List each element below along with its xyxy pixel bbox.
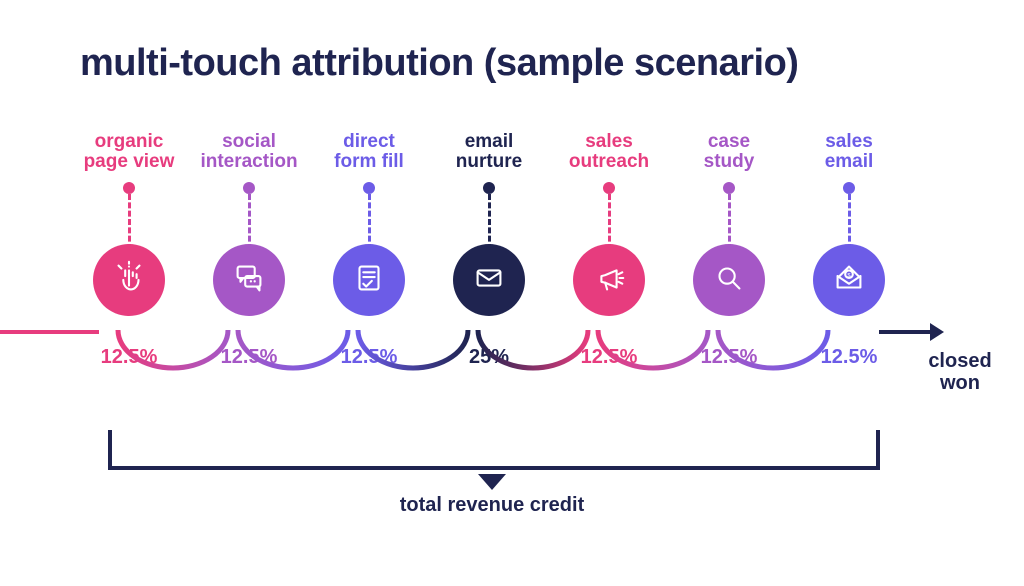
chat-icon (230, 259, 268, 302)
closed-won-label: closedwon (920, 350, 1000, 394)
touchpoint-stem (248, 194, 251, 250)
touchpoint-stem (488, 194, 491, 250)
form-icon (350, 259, 388, 302)
touchpoint-circle: $ (813, 244, 885, 316)
touchpoint-dot (483, 182, 495, 194)
touchpoint-label: organicpage view (70, 130, 188, 172)
touchpoint-stem (728, 194, 731, 250)
touchpoint-circle (93, 244, 165, 316)
revenue-bracket (108, 430, 880, 470)
money-envelope-icon: $ (830, 259, 868, 302)
touchpoint-dot (363, 182, 375, 194)
touchpoint-label: casestudy (670, 130, 788, 172)
revenue-bracket-notch (478, 474, 506, 490)
envelope-icon (470, 259, 508, 302)
touchpoint-stem (368, 194, 371, 250)
touchpoint-circle (213, 244, 285, 316)
touchpoint-label: salesemail (790, 130, 908, 172)
touchpoint-label: socialinteraction (190, 130, 308, 172)
touchpoint-stem (128, 194, 131, 250)
touchpoint-label: directform fill (310, 130, 428, 172)
touchpoint-dot (123, 182, 135, 194)
touchpoint-label: emailnurture (430, 130, 548, 172)
touchpoint-dot (843, 182, 855, 194)
touchpoint-dot (243, 182, 255, 194)
infographic-canvas: multi-touch attribution (sample scenario… (0, 0, 1024, 586)
touchpoint-dot (723, 182, 735, 194)
touchpoint-stem (608, 194, 611, 250)
magnifier-icon (710, 259, 748, 302)
pointer-icon (110, 259, 148, 302)
touchpoint-circle (693, 244, 765, 316)
touchpoint-circle (453, 244, 525, 316)
touchpoint-label: salesoutreach (550, 130, 668, 172)
touchpoint-stem (848, 194, 851, 250)
touchpoint-circle (333, 244, 405, 316)
total-revenue-label: total revenue credit (372, 494, 612, 517)
touchpoint-circle (573, 244, 645, 316)
touchpoint-dot (603, 182, 615, 194)
timeline-arrowhead (930, 323, 944, 341)
page-title: multi-touch attribution (sample scenario… (80, 42, 798, 85)
megaphone-icon (590, 259, 628, 302)
